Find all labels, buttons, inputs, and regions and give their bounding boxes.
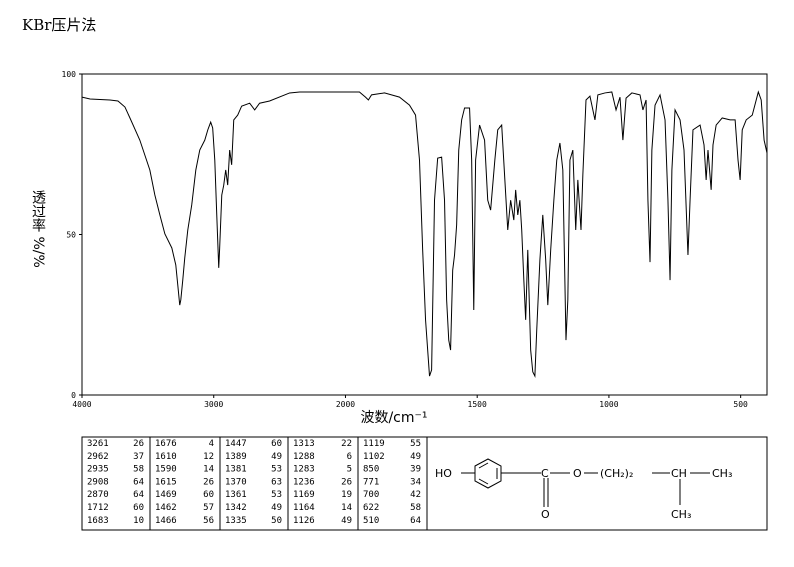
- atom-label: O: [573, 467, 582, 480]
- peak-wavenumber: 1342: [225, 503, 247, 513]
- atom-label: CH₃: [671, 508, 691, 521]
- atom-label: CH₃: [712, 467, 732, 480]
- peak-wavenumber: 2962: [87, 452, 109, 462]
- x-axis-label: 波数/cm⁻¹: [360, 410, 427, 426]
- peak-wavenumber: 1288: [293, 452, 315, 462]
- structure: [461, 458, 710, 507]
- peak-wavenumber: 1361: [225, 490, 247, 500]
- peak-transmittance: 56: [203, 516, 214, 526]
- peak-transmittance: 55: [410, 439, 421, 449]
- y-tick-label: 100: [62, 70, 77, 79]
- peak-transmittance: 49: [271, 452, 282, 462]
- peak-transmittance: 26: [133, 439, 144, 449]
- peak-wavenumber: 1370: [225, 477, 247, 487]
- spectrum-line: [81, 90, 768, 379]
- peak-transmittance: 12: [203, 452, 214, 462]
- plot-frame: [81, 73, 768, 396]
- peak-transmittance: 63: [271, 477, 282, 487]
- peak-wavenumber: 1313: [293, 439, 315, 449]
- peak-transmittance: 37: [133, 452, 144, 462]
- peak-wavenumber: 2908: [87, 477, 109, 487]
- peak-wavenumber: 1126: [293, 516, 315, 526]
- peak-transmittance: 14: [341, 503, 352, 513]
- peak-wavenumber: 1683: [87, 516, 109, 526]
- y-axis-label: 透过率 %/%: [30, 190, 46, 268]
- peak-wavenumber: 3261: [87, 439, 109, 449]
- peak-transmittance: 34: [410, 477, 421, 487]
- peak-transmittance: 49: [271, 503, 282, 513]
- peak-transmittance: 14: [203, 465, 214, 475]
- table-frame: [81, 436, 768, 531]
- peak-wavenumber: 2870: [87, 490, 109, 500]
- peak-transmittance: 60: [133, 503, 144, 513]
- peak-transmittance: 58: [410, 503, 421, 513]
- bond: [478, 478, 489, 485]
- peak-transmittance: 64: [133, 490, 144, 500]
- peak-transmittance: 22: [341, 439, 352, 449]
- peak-transmittance: 26: [203, 477, 214, 487]
- peak-wavenumber: 1447: [225, 439, 247, 449]
- peak-wavenumber: 1462: [155, 503, 177, 513]
- x-tick-label: 1500: [468, 400, 487, 409]
- peak-wavenumber: 700: [363, 490, 379, 500]
- peak-transmittance: 4: [209, 439, 214, 449]
- peak-wavenumber: 1381: [225, 465, 247, 475]
- peak-wavenumber: 1466: [155, 516, 177, 526]
- peak-wavenumber: 1164: [293, 503, 315, 513]
- peak-transmittance: 60: [271, 439, 282, 449]
- peak-wavenumber: 622: [363, 503, 379, 513]
- atom-label: C: [541, 467, 549, 480]
- peak-transmittance: 42: [410, 490, 421, 500]
- peak-wavenumber: 1236: [293, 477, 315, 487]
- peak-wavenumber: 1610: [155, 452, 177, 462]
- peak-transmittance: 60: [203, 490, 214, 500]
- atom-label: CH: [671, 467, 687, 480]
- peak-wavenumber: 1469: [155, 490, 177, 500]
- peak-wavenumber: 771: [363, 477, 379, 487]
- peak-wavenumber: 1676: [155, 439, 177, 449]
- peak-wavenumber: 1102: [363, 452, 385, 462]
- peak-transmittance: 53: [271, 490, 282, 500]
- peak-wavenumber: 1615: [155, 477, 177, 487]
- peak-wavenumber: 850: [363, 465, 379, 475]
- benzene-ring: [474, 458, 502, 489]
- peak-transmittance: 50: [271, 516, 282, 526]
- peak-transmittance: 64: [133, 477, 144, 487]
- peak-transmittance: 64: [410, 516, 421, 526]
- peak-transmittance: 53: [271, 465, 282, 475]
- peak-wavenumber: 1335: [225, 516, 247, 526]
- atom-label: (CH₂)₂: [600, 467, 633, 480]
- peak-transmittance: 58: [133, 465, 144, 475]
- peak-transmittance: 57: [203, 503, 214, 513]
- x-tick-label: 500: [733, 400, 748, 409]
- x-tick-label: 4000: [72, 400, 91, 409]
- peak-transmittance: 49: [341, 516, 352, 526]
- y-tick-label: 0: [71, 391, 76, 400]
- peak-transmittance: 10: [133, 516, 144, 526]
- peak-wavenumber: 1283: [293, 465, 315, 475]
- y-tick-label: 50: [66, 231, 76, 240]
- peak-wavenumber: 2935: [87, 465, 109, 475]
- peak-transmittance: 19: [341, 490, 352, 500]
- bond: [478, 462, 489, 469]
- peak-wavenumber: 1169: [293, 490, 315, 500]
- peak-wavenumber: 1119: [363, 439, 385, 449]
- peak-transmittance: 49: [410, 452, 421, 462]
- chart-title: KBr压片法: [22, 16, 96, 34]
- peak-wavenumber: 1389: [225, 452, 247, 462]
- peak-transmittance: 6: [347, 452, 352, 462]
- peak-transmittance: 39: [410, 465, 421, 475]
- x-tick-label: 3000: [204, 400, 223, 409]
- peak-wavenumber: 1590: [155, 465, 177, 475]
- peak-transmittance: 26: [341, 477, 352, 487]
- peak-wavenumber: 510: [363, 516, 379, 526]
- peak-wavenumber: 1712: [87, 503, 109, 513]
- peak-transmittance: 5: [347, 465, 352, 475]
- atom-label: HO: [435, 467, 452, 480]
- x-tick-label: 2000: [336, 400, 355, 409]
- x-tick-label: 1000: [599, 400, 618, 409]
- atom-label: O: [541, 508, 550, 521]
